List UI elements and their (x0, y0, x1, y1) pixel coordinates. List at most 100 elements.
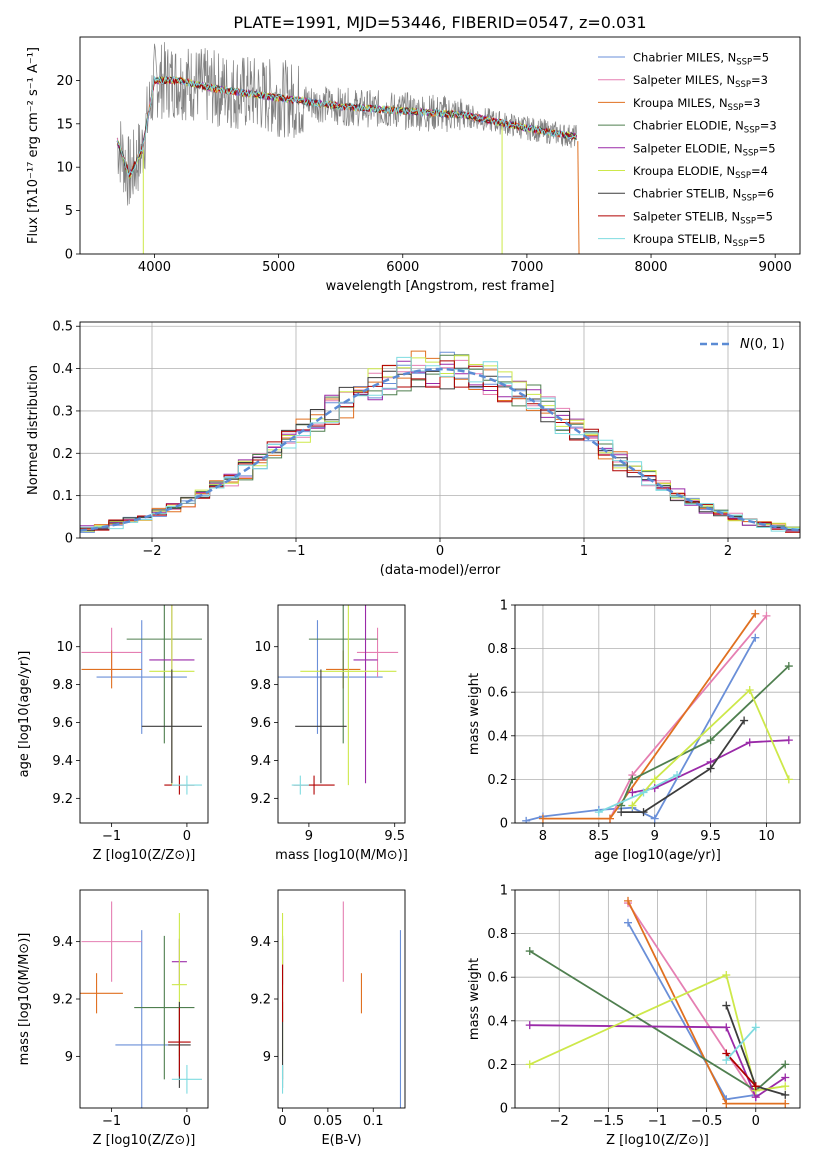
weight-marker (751, 1082, 760, 1091)
weight-marker (628, 788, 637, 797)
y-tick-label: 9.8 (52, 678, 73, 693)
y-tick-label: 0 (500, 1102, 508, 1117)
legend-entry: Chabrier ELODIE, NSSP=3 (633, 119, 777, 136)
weight-marker (538, 814, 547, 823)
x-tick-label: −1 (102, 829, 121, 844)
y-tick-label: 9.6 (250, 716, 271, 731)
weight-marker (624, 918, 633, 927)
legend-entry: Salpeter STELIB, NSSP=5 (633, 209, 773, 226)
y-tick-label: 9.4 (250, 754, 271, 769)
x-tick-label: 8 (539, 829, 547, 844)
weight-series (620, 665, 790, 806)
legend-entry: N(0, 1) (740, 337, 785, 352)
x-tick-label: −0.5 (691, 1114, 723, 1129)
y-tick-label: 9.2 (250, 993, 271, 1008)
weight-marker (594, 808, 603, 817)
mass_vs_Z-ylabel: mass [log10(M/M⊙)] (17, 933, 32, 1066)
model-spectrum-5 (116, 75, 577, 180)
x-tick-label: 0 (278, 1114, 286, 1129)
x-tick-label: 9 (305, 829, 313, 844)
weight-marker (740, 716, 749, 725)
spectrum-ylabel: Flux [fλ10⁻¹⁷ erg cm⁻² s⁻¹ A⁻¹] (26, 47, 41, 244)
weight-marker (784, 662, 793, 671)
weight_vs_age-xlabel: age [log10(age/yr)] (594, 848, 721, 863)
y-tick-label: 9.8 (250, 678, 271, 693)
y-tick-label: 1 (500, 884, 508, 899)
weight-marker (781, 1073, 790, 1082)
weight-marker (751, 609, 760, 618)
weight-marker (606, 814, 614, 823)
weight-series (529, 973, 786, 1092)
y-tick-label: 20 (56, 74, 73, 89)
y-tick-label: 10 (56, 161, 73, 176)
weight-marker (617, 808, 626, 817)
weight-marker (781, 1082, 790, 1091)
x-tick-label: 9 (651, 829, 659, 844)
x-tick-label: 0.05 (313, 1114, 342, 1129)
x-tick-label: 2 (724, 544, 732, 559)
x-tick-label: 7000 (510, 260, 543, 275)
x-tick-label: 9.5 (700, 829, 721, 844)
y-tick-label: 0.3 (52, 404, 73, 419)
weight-marker (722, 971, 731, 980)
weight-marker (706, 736, 715, 745)
x-tick-label: −2 (550, 1114, 569, 1129)
y-tick-label: 0.6 (487, 971, 508, 986)
figure-title: PLATE=1991, MJD=53446, FIBERID=0547, z=0… (233, 13, 646, 32)
x-tick-label: 0 (183, 1114, 191, 1129)
y-tick-label: 0.2 (487, 773, 508, 788)
weight_vs_Z-axes: −2 −1.5 −1 −0.5 0 0 0.2 0.4 0.6 0.8 1 Z [log10(Z/Z⊙… (467, 884, 801, 1148)
weight-marker (745, 686, 754, 695)
y-tick-label: 0.2 (487, 1058, 508, 1073)
y-tick-label: 0.4 (52, 362, 73, 377)
y-tick-label: 0.8 (487, 927, 508, 942)
y-tick-label: 9.4 (52, 935, 73, 950)
age_vs_Z-xlabel: Z [log10(Z/Z⊙)] (93, 848, 196, 863)
axes-frame (79, 889, 209, 1109)
weight-marker (722, 1056, 731, 1065)
age_vs_Z-axes: −1 0 9.2 9.4 9.6 9.8 10 Z [log10(Z/Z⊙)] age [log… (17, 604, 209, 863)
axes-frame (277, 889, 406, 1109)
weight-series (529, 1024, 786, 1099)
x-tick-label: 9.5 (384, 829, 405, 844)
weight-marker (751, 1023, 760, 1032)
x-tick-label: 8.5 (588, 829, 609, 844)
weight-marker (673, 771, 682, 780)
y-tick-label: 9 (263, 1050, 271, 1065)
weight-marker (781, 1099, 790, 1108)
weight-marker (784, 736, 793, 745)
y-tick-label: 0 (500, 817, 508, 832)
y-tick-label: 0.4 (487, 729, 508, 744)
age_vs_mass-xlabel: mass [log10(M/M⊙)] (275, 848, 408, 863)
age_vs_mass-axes: 9 9.5 9.2 9.4 9.6 9.8 10 mass [log10(M/M⊙)] (250, 604, 408, 863)
axes-frame (514, 604, 801, 824)
y-tick-label: 0.8 (487, 642, 508, 657)
spectrum-xlabel: wavelength [Angstrom, rest frame] (326, 279, 555, 294)
y-tick-label: 0.1 (52, 489, 73, 504)
y-tick-label: 0.4 (487, 1014, 508, 1029)
weight-marker (751, 633, 760, 642)
model-spectrum-8 (116, 75, 578, 177)
y-tick-label: 9 (65, 1050, 73, 1065)
x-tick-label: −1 (102, 1114, 121, 1129)
weight-series (627, 902, 757, 1098)
y-tick-label: 15 (56, 117, 73, 132)
y-tick-label: 9.4 (52, 754, 73, 769)
weight-marker (522, 816, 531, 823)
weight-series (621, 719, 745, 813)
weight-marker (628, 801, 637, 810)
weight_vs_age-axes: 8 8.5 9 9.5 10 0 0.2 0.4 0.6 0.8 1 age [log10(age/y… (467, 599, 801, 863)
weight-marker (628, 775, 637, 784)
axes-frame (79, 321, 801, 539)
x-tick-label: −1.5 (593, 1114, 625, 1129)
axes-frame (79, 36, 801, 255)
legend-entry: Kroupa MILES, NSSP=3 (633, 96, 760, 113)
x-tick-label: 0 (436, 544, 444, 559)
weight-series (725, 1052, 757, 1087)
axes-frame (79, 604, 209, 824)
y-tick-label: 9.6 (52, 716, 73, 731)
spectrum-axes: 4000 5000 6000 7000 8000 9000 0 5 10 15 20 waveleng… (26, 36, 801, 294)
weight-marker (722, 1023, 731, 1032)
y-tick-label: 9.2 (52, 993, 73, 1008)
